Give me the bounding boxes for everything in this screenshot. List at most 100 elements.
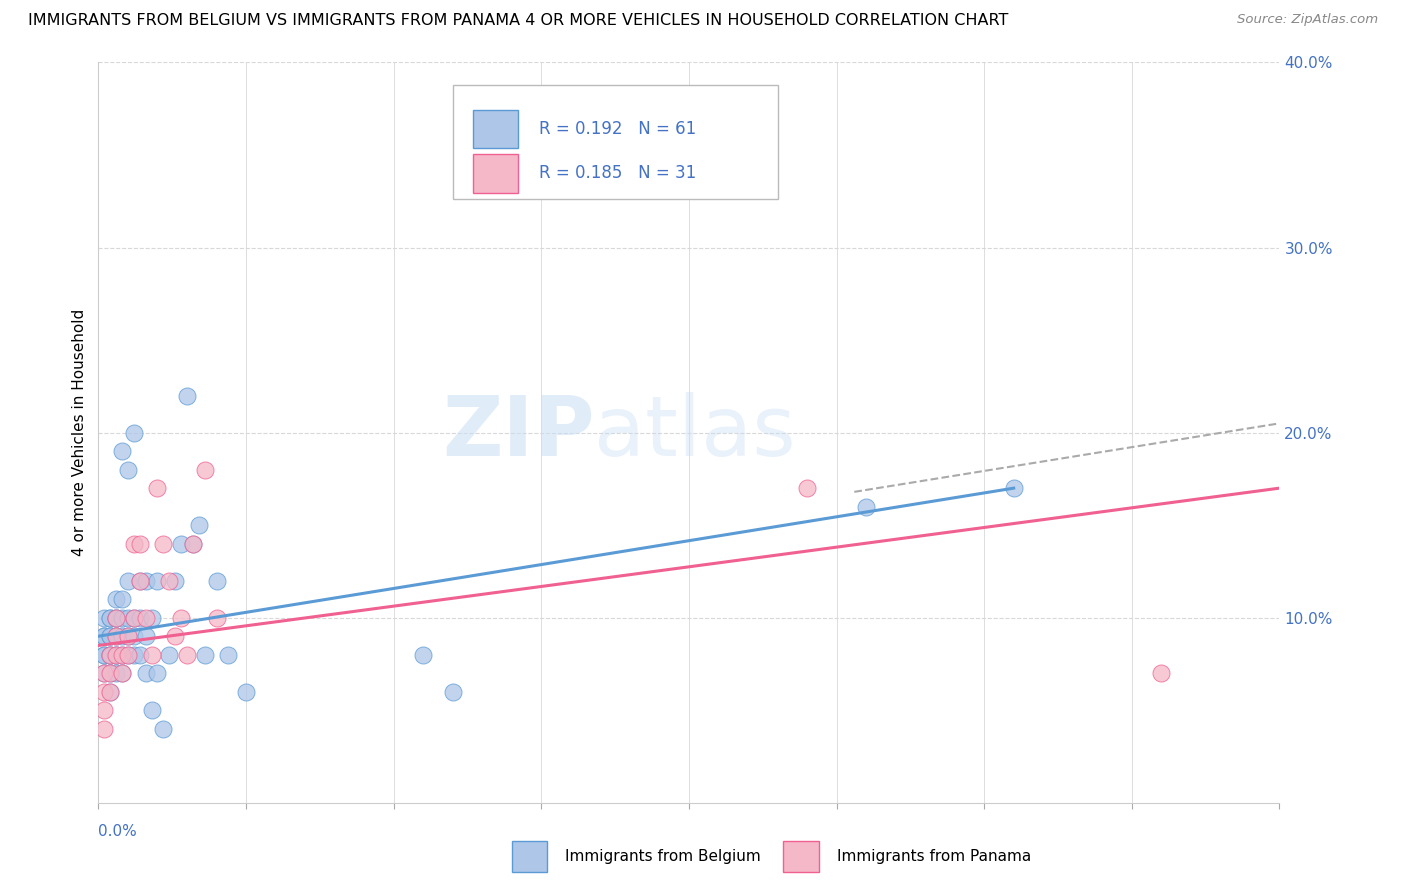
- Point: [111, 444, 134, 458]
- Point: [93, 666, 115, 681]
- Point: [122, 610, 145, 624]
- Y-axis label: 4 or more Vehicles in Household: 4 or more Vehicles in Household: [72, 309, 87, 557]
- Point: [98, 685, 121, 699]
- Text: ZIP: ZIP: [441, 392, 595, 473]
- Point: [122, 425, 145, 440]
- Point: [187, 518, 209, 533]
- Point: [105, 610, 128, 624]
- Point: [105, 648, 128, 662]
- Point: [181, 536, 204, 550]
- Point: [111, 648, 134, 662]
- Point: [128, 574, 150, 588]
- Point: [111, 629, 134, 643]
- Point: [1150, 666, 1173, 681]
- Point: [93, 648, 115, 662]
- Point: [105, 629, 128, 643]
- Point: [796, 481, 818, 495]
- Point: [105, 648, 128, 662]
- Point: [157, 574, 180, 588]
- Point: [105, 648, 128, 662]
- Point: [117, 648, 139, 662]
- Point: [111, 592, 134, 607]
- Point: [135, 610, 157, 624]
- Point: [98, 629, 121, 643]
- Point: [170, 610, 193, 624]
- FancyBboxPatch shape: [472, 110, 517, 148]
- Point: [117, 574, 139, 588]
- FancyBboxPatch shape: [512, 840, 547, 871]
- Point: [98, 610, 121, 624]
- Point: [105, 610, 128, 624]
- Point: [93, 610, 115, 624]
- Point: [117, 648, 139, 662]
- Point: [170, 536, 193, 550]
- Point: [194, 462, 217, 476]
- Point: [176, 388, 198, 402]
- Text: Immigrants from Panama: Immigrants from Panama: [837, 848, 1031, 863]
- Point: [205, 574, 228, 588]
- Point: [128, 574, 150, 588]
- Point: [111, 610, 134, 624]
- Point: [152, 536, 174, 550]
- Point: [98, 648, 121, 662]
- Point: [441, 685, 464, 699]
- Point: [98, 666, 121, 681]
- Text: 0.0%: 0.0%: [98, 823, 138, 838]
- Point: [117, 462, 139, 476]
- Text: Immigrants from Belgium: Immigrants from Belgium: [565, 848, 761, 863]
- Point: [98, 666, 121, 681]
- Point: [152, 722, 174, 736]
- Point: [205, 610, 228, 624]
- Point: [93, 648, 115, 662]
- Point: [135, 574, 157, 588]
- Text: R = 0.185   N = 31: R = 0.185 N = 31: [538, 164, 696, 183]
- Point: [122, 629, 145, 643]
- Point: [111, 666, 134, 681]
- Point: [141, 648, 163, 662]
- Point: [93, 629, 115, 643]
- Point: [117, 610, 139, 624]
- Point: [122, 610, 145, 624]
- Text: IMMIGRANTS FROM BELGIUM VS IMMIGRANTS FROM PANAMA 4 OR MORE VEHICLES IN HOUSEHOL: IMMIGRANTS FROM BELGIUM VS IMMIGRANTS FR…: [28, 13, 1008, 29]
- Text: R = 0.192   N = 61: R = 0.192 N = 61: [538, 120, 696, 138]
- Point: [93, 629, 115, 643]
- Point: [165, 574, 187, 588]
- Point: [98, 648, 121, 662]
- Point: [93, 666, 115, 681]
- Point: [235, 685, 257, 699]
- Point: [1002, 481, 1025, 495]
- Text: atlas: atlas: [595, 392, 796, 473]
- Point: [146, 574, 169, 588]
- Point: [194, 648, 217, 662]
- Point: [128, 610, 150, 624]
- Point: [146, 666, 169, 681]
- Point: [98, 629, 121, 643]
- Point: [105, 629, 128, 643]
- Point: [128, 648, 150, 662]
- Point: [111, 666, 134, 681]
- Point: [135, 666, 157, 681]
- Point: [105, 592, 128, 607]
- Point: [117, 629, 139, 643]
- Point: [122, 648, 145, 662]
- Point: [93, 722, 115, 736]
- Point: [135, 629, 157, 643]
- Point: [98, 648, 121, 662]
- Text: Source: ZipAtlas.com: Source: ZipAtlas.com: [1237, 13, 1378, 27]
- Point: [117, 629, 139, 643]
- Point: [98, 610, 121, 624]
- Point: [141, 703, 163, 717]
- Point: [165, 629, 187, 643]
- FancyBboxPatch shape: [783, 840, 818, 871]
- Point: [111, 648, 134, 662]
- Point: [176, 648, 198, 662]
- Point: [93, 685, 115, 699]
- FancyBboxPatch shape: [472, 154, 517, 193]
- Point: [105, 610, 128, 624]
- Point: [412, 648, 434, 662]
- Point: [122, 536, 145, 550]
- Point: [146, 481, 169, 495]
- Point: [128, 536, 150, 550]
- Point: [141, 610, 163, 624]
- Point: [855, 500, 877, 514]
